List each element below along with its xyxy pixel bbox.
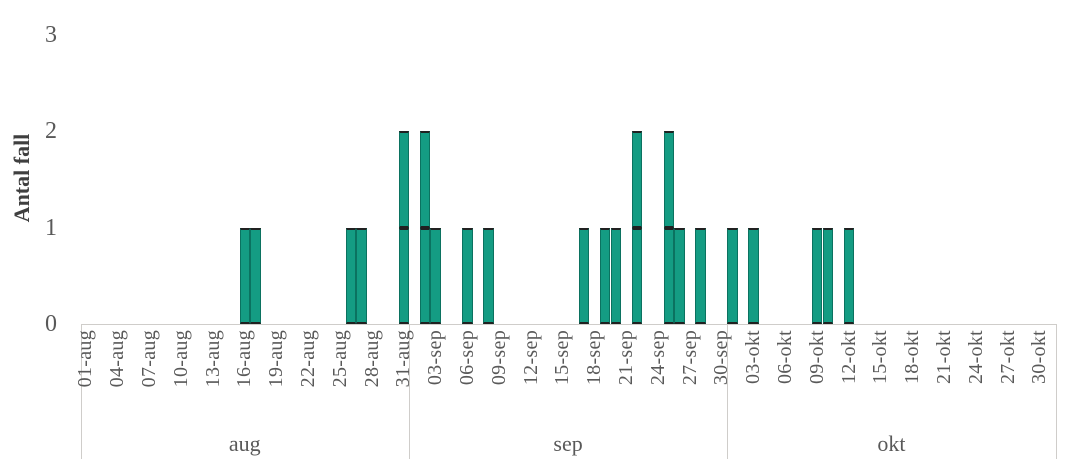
bar-segment	[483, 227, 494, 324]
bar-segment	[695, 227, 706, 324]
month-separator	[1055, 324, 1057, 459]
x-tick-label: 01-aug	[74, 330, 97, 388]
x-tick-label: 13-aug	[201, 330, 224, 388]
bar-segment	[610, 227, 622, 324]
month-label: aug	[228, 431, 261, 456]
x-tick-label: 18-sep	[583, 330, 606, 386]
x-tick-label: 18-okt	[901, 330, 924, 385]
bar-segment	[398, 131, 410, 228]
bar-segment	[663, 227, 675, 324]
x-axis-line	[80, 324, 1056, 325]
y-tick-label: 0	[45, 311, 57, 337]
x-tick-label: 22-aug	[296, 330, 319, 388]
x-tick-label: 31-aug	[392, 330, 415, 388]
x-tick-label: 15-sep	[551, 330, 574, 386]
bar-segment	[345, 227, 357, 324]
x-tick-label: 19-aug	[265, 330, 288, 388]
x-tick-label: 21-sep	[614, 330, 637, 386]
x-tick-label: 09-sep	[487, 330, 510, 386]
month-separator	[80, 324, 82, 459]
bar-segment	[843, 227, 855, 324]
x-tick-label: 16-aug	[233, 330, 256, 388]
bar-segment	[748, 227, 759, 324]
x-tick-label: 06-sep	[455, 330, 478, 386]
x-tick-label: 10-aug	[169, 330, 192, 388]
y-axis-title: Antal fall	[9, 133, 34, 223]
bar-segment	[599, 227, 611, 324]
bar-segment	[663, 131, 675, 228]
month-label: sep	[553, 431, 583, 456]
x-tick-label: 21-okt	[932, 330, 955, 385]
y-tick-label: 1	[45, 214, 57, 241]
x-tick-label: 03-sep	[424, 330, 447, 386]
bar-segment	[398, 227, 410, 324]
bar-segment	[419, 131, 431, 228]
bar-segment	[578, 227, 590, 324]
month-separator	[409, 324, 411, 459]
x-tick-label: 24-okt	[964, 330, 987, 385]
bar-segment	[631, 227, 643, 324]
bar-segment	[462, 227, 473, 324]
month-label: okt	[877, 431, 906, 456]
bar-segment	[811, 227, 823, 324]
bar-segment	[727, 227, 738, 324]
bar-segment	[674, 227, 685, 324]
x-tick-label: 12-okt	[837, 330, 860, 385]
x-tick-label: 03-okt	[742, 330, 765, 385]
x-tick-label: 15-okt	[869, 330, 892, 385]
x-tick-label: 28-aug	[360, 330, 383, 388]
x-tick-label: 12-sep	[519, 330, 542, 386]
bar-segment	[631, 131, 643, 228]
x-tick-label: 30-sep	[710, 330, 733, 386]
x-tick-label: 07-aug	[137, 330, 160, 388]
bar-segment	[250, 227, 261, 324]
x-tick-label: 24-sep	[646, 330, 669, 386]
x-tick-label: 30-okt	[1028, 330, 1051, 385]
x-tick-label: 09-okt	[805, 330, 828, 385]
bar-segment	[419, 227, 431, 324]
bar-segment	[356, 227, 367, 324]
bar-segment	[822, 227, 834, 324]
x-tick-label: 06-okt	[773, 330, 796, 385]
bar-segment	[430, 227, 441, 324]
month-separator	[727, 324, 729, 459]
bar-segment	[239, 227, 251, 324]
x-tick-label: 27-sep	[678, 330, 701, 386]
y-tick-label: 2	[45, 118, 57, 145]
y-tick-label: 3	[45, 22, 57, 48]
x-tick-label: 04-aug	[106, 330, 129, 388]
x-tick-label: 25-aug	[328, 330, 351, 388]
x-tick-label: 27-okt	[996, 330, 1019, 385]
